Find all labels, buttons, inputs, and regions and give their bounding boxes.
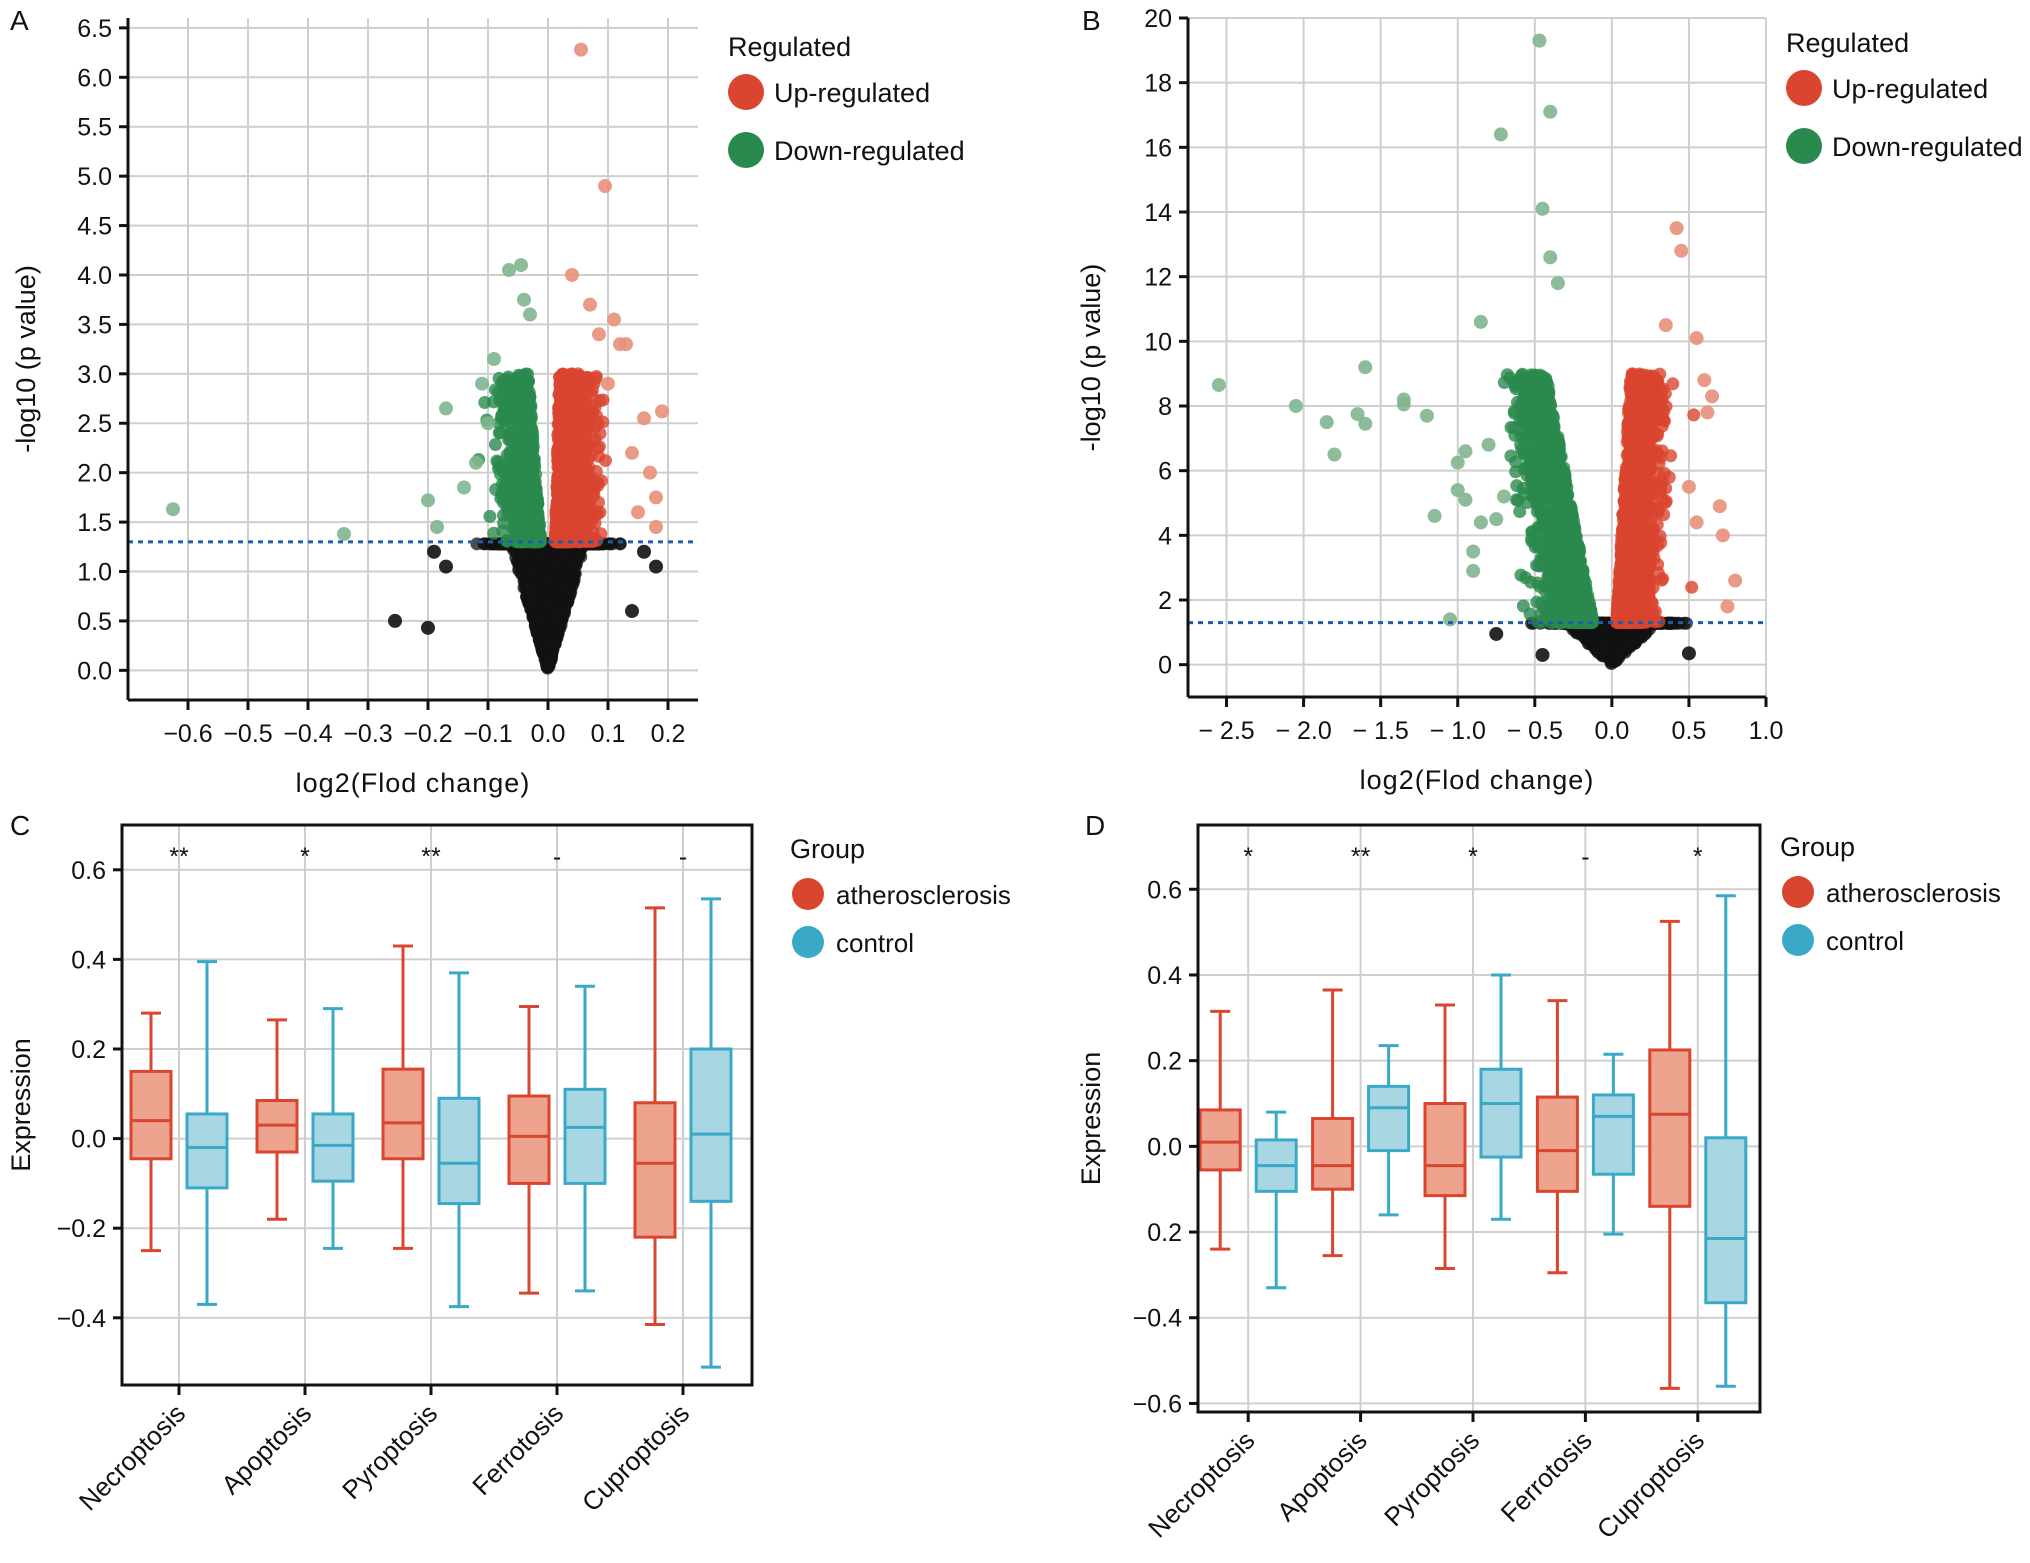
dot-down-regulated bbox=[487, 526, 501, 540]
dot-not-significant bbox=[470, 537, 484, 551]
dot-not-significant bbox=[556, 579, 570, 593]
volcano-panel-A: A0.00.51.01.52.02.53.03.54.04.55.05.56.0… bbox=[10, 5, 965, 798]
dot-not-significant bbox=[541, 660, 555, 674]
dot-up-regulated bbox=[591, 417, 605, 431]
dot-down-regulated bbox=[516, 479, 530, 493]
dot-down-regulated bbox=[524, 432, 538, 446]
dot-down-regulated bbox=[488, 438, 502, 452]
dot-not-significant bbox=[544, 641, 558, 655]
dot-down-regulated bbox=[524, 503, 538, 517]
dot-up-regulated bbox=[594, 527, 608, 541]
dot-down-regulated bbox=[495, 411, 509, 425]
dot-not-significant bbox=[567, 569, 581, 583]
dot-not-significant bbox=[525, 595, 539, 609]
dot-not-significant bbox=[517, 548, 531, 562]
dot-not-significant bbox=[549, 613, 563, 627]
dot-down-regulated bbox=[511, 520, 525, 534]
dot-down-regulated bbox=[524, 400, 538, 414]
dot-down-regulated bbox=[508, 412, 522, 426]
dot-not-significant bbox=[534, 612, 548, 626]
dot-down-regulated bbox=[483, 509, 497, 523]
dot-down-regulated bbox=[490, 454, 504, 468]
dot-down-regulated bbox=[516, 461, 530, 475]
panel-label: A bbox=[10, 5, 29, 36]
dot-not-significant bbox=[547, 561, 561, 575]
dot-down-regulated bbox=[489, 483, 503, 497]
dot-down-regulated bbox=[501, 507, 515, 521]
dot-down-regulated bbox=[492, 426, 506, 440]
dot-down-regulated bbox=[508, 382, 522, 396]
dot-not-significant bbox=[537, 574, 551, 588]
dot-not-significant bbox=[613, 537, 627, 551]
